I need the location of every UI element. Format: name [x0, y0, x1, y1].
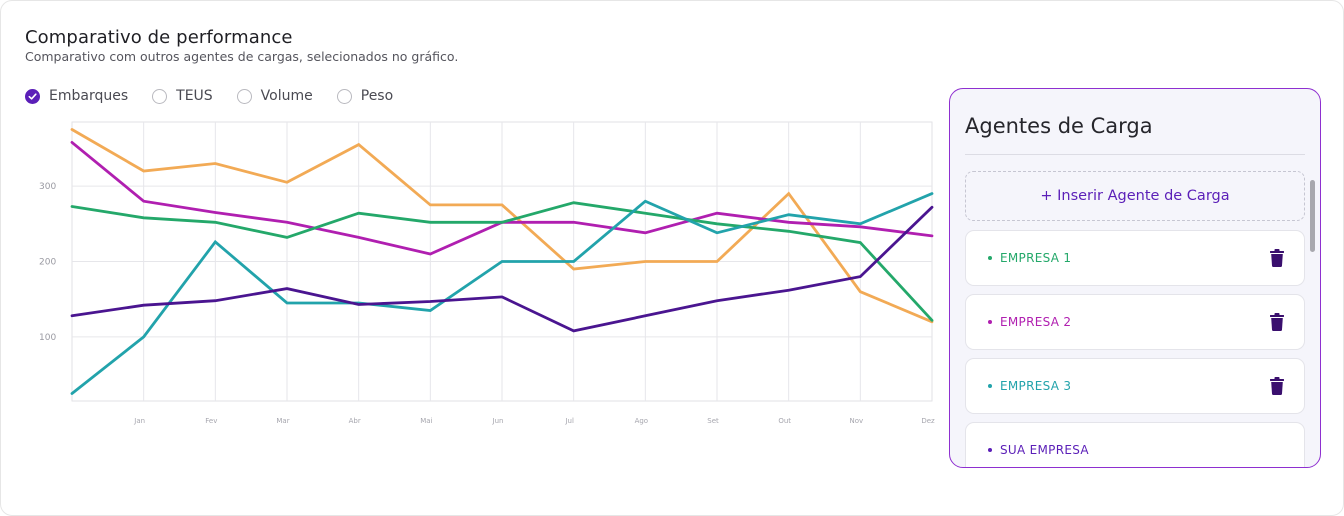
radio-embarques[interactable]: Embarques: [25, 88, 128, 104]
agent-card-empresa-3[interactable]: EMPRESA 3: [965, 358, 1305, 414]
radio-teus[interactable]: TEUS: [152, 88, 213, 104]
agent-name: EMPRESA 2: [1000, 315, 1072, 329]
x-tick-label: Set: [707, 417, 719, 425]
panel-divider: [965, 154, 1305, 155]
panel-title: Agentes de Carga: [965, 114, 1153, 138]
x-tick-label: Mai: [420, 417, 432, 425]
series-line-purple: [70, 205, 934, 333]
y-tick-label: 200: [39, 258, 56, 268]
radio-peso[interactable]: Peso: [336, 88, 394, 104]
agent-color-dot: [988, 256, 992, 260]
page-title: Comparativo de performance: [25, 27, 293, 48]
trash-icon[interactable]: [1270, 377, 1284, 399]
panel-scrollbar[interactable]: [1310, 180, 1315, 252]
series-line-green: [70, 201, 934, 322]
x-tick-label: Abr: [349, 417, 361, 425]
series-line-orange: [70, 128, 934, 324]
agent-name: EMPRESA 1: [1000, 251, 1072, 265]
x-tick-label: Jun: [492, 417, 504, 425]
radio-volume[interactable]: Volume: [236, 88, 313, 104]
metric-radio-group: Embarques TEUS Volume Peso: [25, 88, 417, 104]
x-tick-label: Ago: [635, 417, 649, 425]
radio-label: Embarques: [49, 88, 129, 104]
x-tick-label: Mar: [276, 417, 289, 425]
x-tick-label: Jan: [133, 417, 145, 425]
x-tick-label: Dez: [921, 417, 935, 425]
agent-color-dot: [988, 384, 992, 388]
y-tick-label: 100: [39, 333, 56, 343]
trash-icon[interactable]: [1270, 249, 1284, 271]
radio-circle-icon: [236, 88, 252, 104]
performance-chart: 100 200 300 400 Jan Fev Mar Abr Mai Jun Jul Ago Set O…: [31, 116, 941, 436]
add-agent-button[interactable]: + Inserir Agente de Carga: [965, 171, 1305, 221]
trash-icon[interactable]: [1270, 313, 1284, 335]
radio-label: Volume: [260, 88, 313, 104]
agent-name: SUA EMPRESA: [1000, 443, 1089, 457]
agent-card-empresa-2[interactable]: EMPRESA 2: [965, 294, 1305, 350]
radio-circle-icon: [152, 88, 168, 104]
radio-label: TEUS: [176, 88, 213, 104]
agent-card-empresa-1[interactable]: EMPRESA 1: [965, 230, 1305, 286]
radio-label: Peso: [360, 88, 394, 104]
radio-circle-icon: [336, 88, 352, 104]
x-tick-label: Jul: [564, 417, 574, 425]
cargo-agents-panel: Agentes de Carga + Inserir Agente de Car…: [949, 88, 1321, 468]
y-tick-label: 400: [39, 116, 56, 117]
series-line-teal: [70, 192, 934, 395]
x-tick-label: Out: [778, 417, 791, 425]
check-icon: [28, 92, 37, 100]
agent-name: EMPRESA 3: [1000, 379, 1072, 393]
radio-check-icon: [25, 88, 40, 104]
agent-card-sua-empresa[interactable]: SUA EMPRESA: [965, 422, 1305, 467]
line-chart-svg: 100 200 300 400 Jan Fev Mar Abr Mai Jun Jul Ago Set O…: [39, 116, 935, 425]
x-tick-label: Fev: [205, 417, 217, 425]
y-tick-label: 300: [39, 182, 56, 192]
agent-color-dot: [988, 448, 992, 452]
page-subtitle: Comparativo com outros agentes de cargas…: [25, 49, 459, 64]
agent-color-dot: [988, 320, 992, 324]
x-tick-label: Nov: [849, 417, 863, 425]
